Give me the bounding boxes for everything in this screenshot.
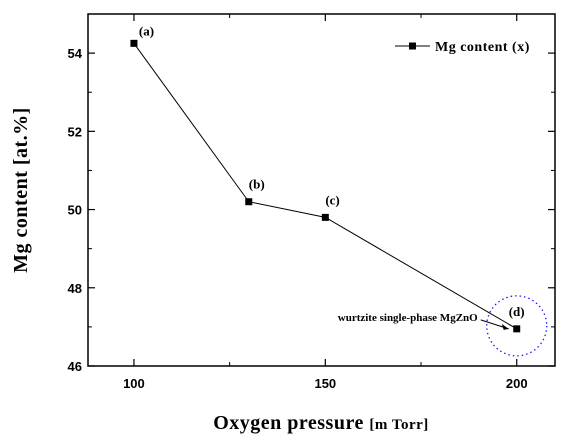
y-tick-label: 48 — [68, 281, 82, 296]
y-tick-label: 54 — [68, 46, 83, 61]
x-tick-label: 150 — [314, 376, 336, 391]
axis-ticks: 100 150 200 46 48 50 52 54 — [68, 14, 555, 391]
x-tick-label: 100 — [123, 376, 145, 391]
x-axis-title: Oxygen pressure [m Torr] — [213, 412, 429, 434]
y-tick-label: 52 — [68, 124, 82, 139]
y-tick-label: 50 — [68, 203, 82, 218]
y-axis-title: Mg content [at.%] — [10, 107, 32, 273]
y-tick-label: 46 — [68, 359, 82, 374]
data-point-label: (d) — [509, 304, 525, 319]
annotation-arrowhead — [501, 323, 509, 330]
series-layer: (a) (b) (c) (d) — [130, 23, 525, 333]
annotation-layer: wurtzite single-phase MgZnO — [338, 295, 548, 357]
x-tick-label: 200 — [506, 376, 528, 391]
annotation-text: wurtzite single-phase MgZnO — [338, 312, 478, 324]
data-point-label: (b) — [249, 177, 265, 192]
data-point-marker — [245, 198, 253, 206]
data-point-label: (a) — [139, 23, 154, 38]
data-point-marker — [321, 213, 329, 221]
x-axis-unit: [m Torr] — [369, 417, 428, 433]
data-point-marker — [130, 39, 138, 47]
plot-frame — [87, 13, 556, 367]
data-point-label: (c) — [325, 192, 339, 207]
highlight-circle — [486, 295, 548, 357]
legend-marker — [409, 42, 416, 50]
series-line — [133, 43, 517, 330]
legend: Mg content (x) — [395, 40, 530, 55]
legend-label: Mg content (x) — [435, 40, 530, 55]
data-point-marker — [513, 325, 521, 333]
